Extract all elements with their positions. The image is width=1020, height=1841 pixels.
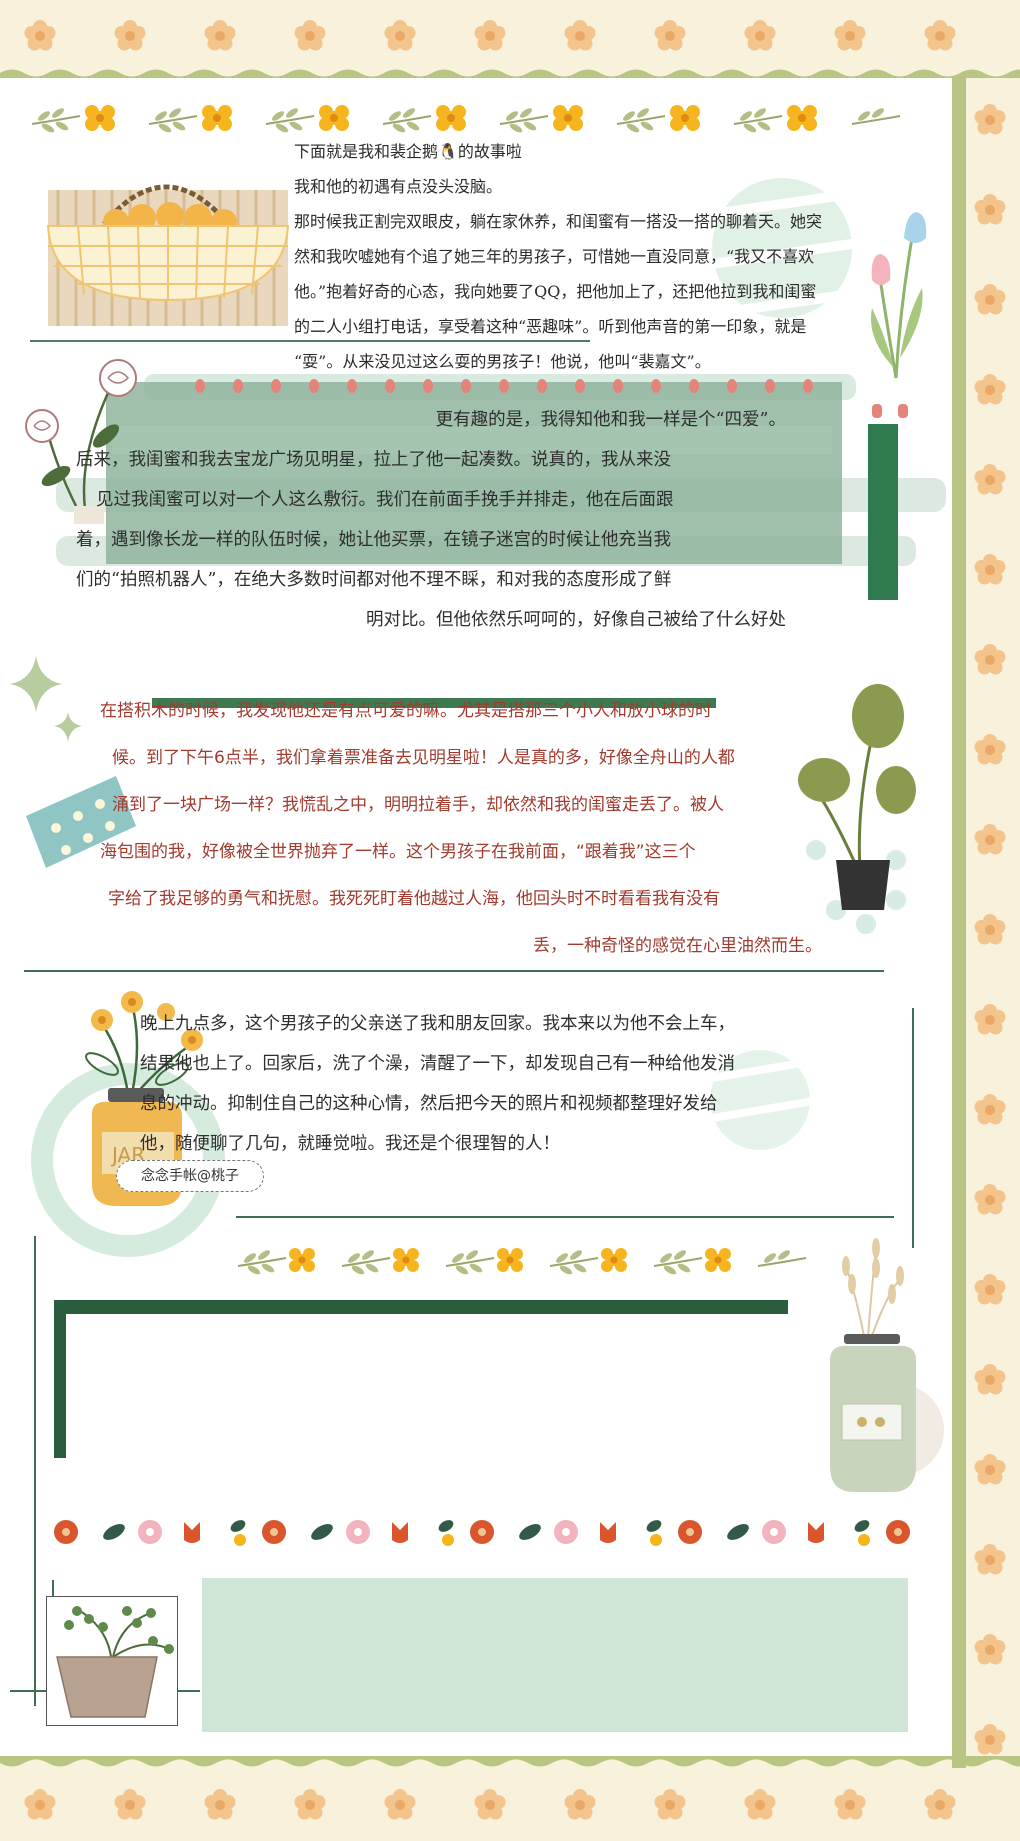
potted-plant-illustration [56,1606,174,1718]
story-evening-text: 晚上九点多，这个男孩子的父亲送了我和朋友回家。我本来以为他不会上车， 结果他也上… [140,1004,860,1164]
wheat-jar-illustration [830,1238,944,1492]
story-building-blocks-text: 在搭积木的时候，我发现他还是有点可爱的嘛。尤其是搭那三个小人和放小球的时 候。到… [100,688,830,970]
text-line: 在搭积木的时候，我发现他还是有点可爱的嘛。尤其是搭那三个小人和放小球的时 [100,701,712,721]
bottom-border-band [0,1760,1020,1841]
text-line: 晚上九点多，这个男孩子的父亲送了我和朋友回家。我本来以为他不会上车， [140,1014,735,1034]
potted-monstera-illustration [798,684,916,934]
dark-green-tape-vertical [54,1300,66,1458]
text-line: 明对比。但他依然乐呵呵的，好像自己被给了什么好处 [366,610,786,630]
sparkle-star-icon [10,656,82,742]
dark-green-tape-horizontal [54,1300,788,1314]
green-tape-strip [152,698,716,708]
text-line: 见过我闺蜜可以对一个人这么敷衍。我们在前面手挽手并排走，他在后面跟 [96,490,674,510]
text-line: 结果他也上了。回家后，洗了个澡，清醒了一下，却发现自己有一种给他发消 [140,1054,735,1074]
tulip-illustration [870,212,927,379]
bottom-wavy-border [0,1756,1020,1767]
divider-line [24,970,884,972]
text-line: 下面就是我和裴企鹅🐧的故事啦 [294,142,522,161]
text-line: 后来，我闺蜜和我去宝龙广场见明星，拉上了他一起凑数。说真的，我从来没 [76,450,671,470]
leaf-flower-garland-top [31,104,901,136]
text-line: 丢，一种奇怪的感觉在心里油然而生。 [533,936,822,956]
text-line: 他，随便聊了几句，就睡觉啦。我还是个很理智的人！ [140,1134,560,1154]
text-line: 他。”抱着好奇的心态，我向她要了QQ，把他加上了，还把他拉到我和闺蜜 [294,282,817,301]
bread-basket-illustration [46,184,290,326]
text-line: “耍”。从来没见过这么耍的男孩子！他说，他叫“裴嘉文”。 [294,352,711,371]
text-line: 候。到了下午6点半，我们拿着票准备去见明星啦！人是真的多，好像全舟山的人都 [112,748,735,768]
floral-tape-decor [26,776,136,868]
divider-line [236,1216,894,1218]
text-line: 字给了我足够的勇气和抚慰。我死死盯着他越过人海，他回头时不时看看我有没有 [108,889,720,909]
frame-line-vertical [34,1236,36,1706]
journal-paper [0,78,952,1760]
text-line: 的二人小组打电话，享受着这种“恶趣味”。听到他声音的第一印象，就是 [294,317,807,336]
story-intro-text: 下面就是我和裴企鹅🐧的故事啦 我和他的初遇有点没头没脑。 那时候我正割完双眼皮，… [294,134,889,379]
right-wavy-border [952,78,966,1768]
text-line: 息的冲动。抑制住自己的这种心情，然后把今天的照片和视频都整理好发给 [140,1094,718,1114]
rose-illustration [25,359,137,524]
text-line: 那时候我正割完双眼皮，躺在家休养，和闺蜜有一搭没一搭的聊着天。她突 [294,212,823,231]
mint-circle-decor [712,178,852,319]
potted-plant-frame [46,1596,178,1726]
frame-line-vertical [912,1008,914,1248]
text-line: 更有趣的是，我得知他和我一样是个“四爱”。 [435,410,786,430]
story-brand-visit-text: 更有趣的是，我得知他和我一样是个“四爱”。 后来，我闺蜜和我去宝龙广场见明星，拉… [76,400,786,640]
text-line: 们的“拍照机器人”，在绝大多数时间都对他不理不睬，和对我的态度形成了鲜 [76,570,672,590]
top-wavy-border [0,69,1020,80]
green-tape-background [56,374,946,600]
text-line: 海包围的我，好像被全世界抛弃了一样。这个男孩子在我前面，“跟着我”这三个 [100,842,696,862]
divider-line [30,340,590,342]
text-line: 着，遇到像长龙一样的队伍时候，她让他买票，在镜子迷宫的时候让他充当我 [76,530,671,550]
author-signature-tag: 念念手帐@桃子 [116,1160,264,1192]
leaf-flower-garland-middle [237,1247,807,1278]
mint-circle-decor-small [700,1050,820,1150]
text-line: 涌到了一块广场一样？我慌乱之中，明明拉着手，却依然和我的闺蜜走丢了。被人 [112,795,724,815]
text-line: 我和他的初遇有点没头没脑。 [294,177,503,196]
floral-garland-bottom [54,1517,910,1546]
text-line: 然和我吹嘘她有个追了她三年的男孩子，可惜她一直没同意，“我又不喜欢 [294,247,815,266]
mint-note-box [202,1578,908,1732]
